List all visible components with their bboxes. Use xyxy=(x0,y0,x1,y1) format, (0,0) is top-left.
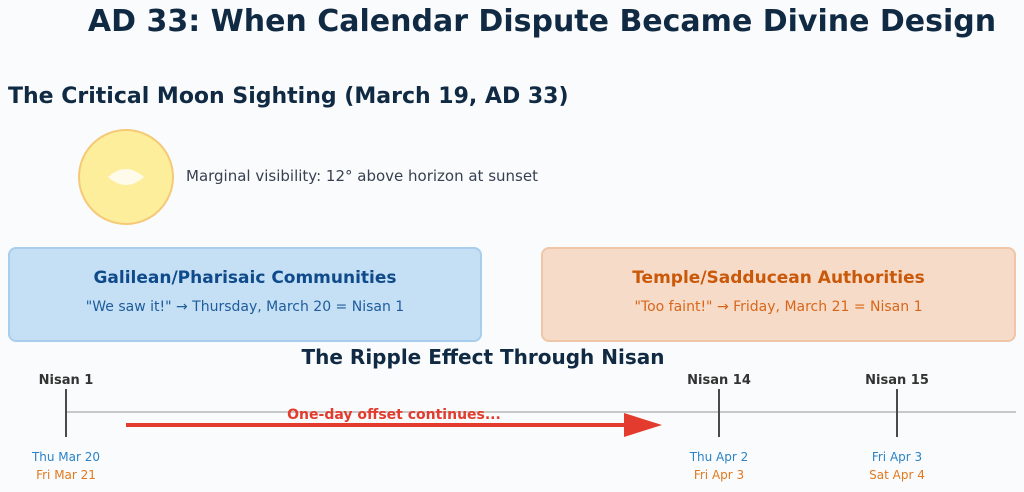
moon-visibility-note: Marginal visibility: 12° above horizon a… xyxy=(186,167,538,185)
temple-box: Temple/Sadducean Authorities "Too faint!… xyxy=(541,247,1016,342)
offset-arrow-icon xyxy=(126,413,662,437)
moon-icon xyxy=(77,128,175,226)
timeline-marker-nisan-1: Nisan 1 Thu Mar 20 Fri Mar 21 xyxy=(31,373,100,482)
timeline-marker-nisan-15: Nisan 15 Fri Apr 3 Sat Apr 4 xyxy=(865,373,929,482)
timeline-marker-nisan-14: Nisan 14 Thu Apr 2 Fri Apr 3 xyxy=(687,373,751,482)
temple-text: "Too faint!" → Friday, March 21 = Nisan … xyxy=(634,299,923,315)
marker-label: Nisan 14 xyxy=(687,373,751,388)
marker-label: Nisan 15 xyxy=(865,373,929,388)
galilean-date: Fri Apr 3 xyxy=(872,450,922,464)
marker-label: Nisan 1 xyxy=(39,373,94,388)
galilean-box: Galilean/Pharisaic Communities "We saw i… xyxy=(8,247,482,342)
temple-date: Fri Mar 21 xyxy=(36,468,96,482)
ripple-heading: The Ripple Effect Through Nisan xyxy=(301,345,665,369)
temple-date: Fri Apr 3 xyxy=(694,468,744,482)
galilean-heading: Galilean/Pharisaic Communities xyxy=(93,268,397,288)
galilean-date: Thu Apr 2 xyxy=(689,450,749,464)
offset-label: One-day offset continues... xyxy=(287,407,501,423)
temple-date: Sat Apr 4 xyxy=(869,468,925,482)
moon-section-heading: The Critical Moon Sighting (March 19, AD… xyxy=(8,84,569,109)
temple-heading: Temple/Sadducean Authorities xyxy=(632,268,925,288)
galilean-text: "We saw it!" → Thursday, March 20 = Nisa… xyxy=(85,299,405,315)
offset-arrow-head xyxy=(624,413,662,437)
galilean-date: Thu Mar 20 xyxy=(31,450,100,464)
page-title: AD 33: When Calendar Dispute Became Divi… xyxy=(87,4,997,39)
